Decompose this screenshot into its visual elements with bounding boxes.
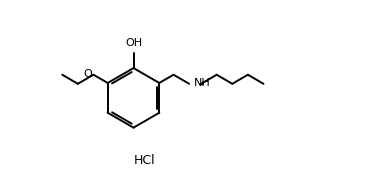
Text: OH: OH [125,38,142,48]
Text: NH: NH [194,78,211,88]
Text: O: O [83,69,92,79]
Text: HCl: HCl [134,154,156,167]
